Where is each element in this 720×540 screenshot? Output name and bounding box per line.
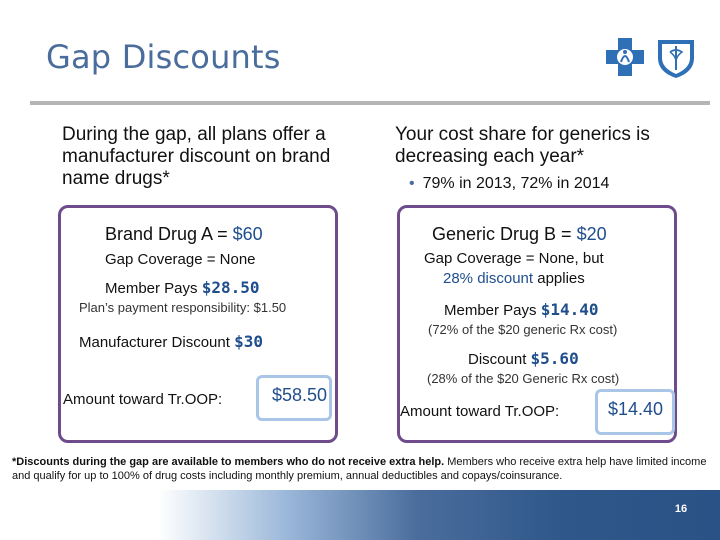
page-number: 16 [674,503,688,515]
generic-member-pays-note: (72% of the $20 generic Rx cost) [428,322,618,337]
brand-member-pays-label: Member Pays [105,280,202,297]
blue-cross-logo-icon [606,38,644,76]
footnote-bold: *Discounts during the gap are available … [12,456,445,468]
footnote: *Discounts during the gap are available … [12,455,712,483]
footnote-rest: Members who receive extra help have limi… [12,456,707,482]
title-divider [30,101,710,105]
generic-member-pays-label: Member Pays [444,302,541,319]
generic-gap-discount: 28% discount applies [443,270,585,287]
brand-gap-coverage: Gap Coverage = None [105,251,256,268]
generic-discount: Discount $5.60 [468,349,579,368]
blue-cross-blue-shield-logos [606,38,694,78]
generic-discount-label: Discount [468,351,531,368]
generic-gap-discount-value: 28% discount [443,270,534,287]
generic-discount-note: (28% of the $20 Generic Rx cost) [427,371,620,386]
brand-member-pays-value: $28.50 [201,278,260,297]
generic-gap-coverage: Gap Coverage = None, but [424,250,604,267]
brand-manufacturer-value: $30 [234,332,263,351]
generic-drug-panel: Generic Drug B = $20 Gap Coverage = None… [397,205,677,443]
intro-left-text: During the gap, all plans offer a manufa… [62,124,331,189]
generic-gap-discount-rest: applies [533,270,585,287]
bullet-icon: • [409,175,415,192]
generic-troop-label: Amount toward Tr.OOP: [400,403,560,420]
generic-discount-value: $5.60 [530,349,579,368]
bullet-item: • 79% in 2013, 72% in 2014 [409,175,609,193]
generic-member-pays: Member Pays $14.40 [444,300,599,319]
generic-drug-label: Generic Drug B = [432,224,577,244]
intro-right-text: Your cost share for generics is decreasi… [395,124,650,167]
brand-plan-payment: Plan’s payment responsibility: $1.50 [79,300,287,315]
page-title: Gap Discounts [46,38,281,76]
blue-shield-logo-icon [658,40,694,78]
brand-member-pays: Member Pays $28.50 [105,278,260,297]
brand-drug-label: Brand Drug A = [105,224,233,244]
generic-troop-highlight [595,389,675,435]
generic-troop-value: $14.40 [608,399,664,419]
brand-drug-title: Brand Drug A = $60 [105,224,263,245]
brand-troop-label: Amount toward Tr.OOP: [63,391,223,408]
footer-bar [0,490,720,540]
brand-manufacturer-label: Manufacturer Discount [79,334,235,351]
generic-drug-title: Generic Drug B = $20 [432,224,607,245]
brand-drug-price: $60 [232,224,263,244]
brand-troop-highlight [256,375,332,421]
generic-drug-price: $20 [576,224,607,244]
generic-member-pays-value: $14.40 [540,300,599,319]
brand-troop-value: $58.50 [272,385,328,405]
bullet-text: 79% in 2013, 72% in 2014 [422,175,610,192]
brand-manufacturer-discount: Manufacturer Discount $30 [79,332,263,351]
